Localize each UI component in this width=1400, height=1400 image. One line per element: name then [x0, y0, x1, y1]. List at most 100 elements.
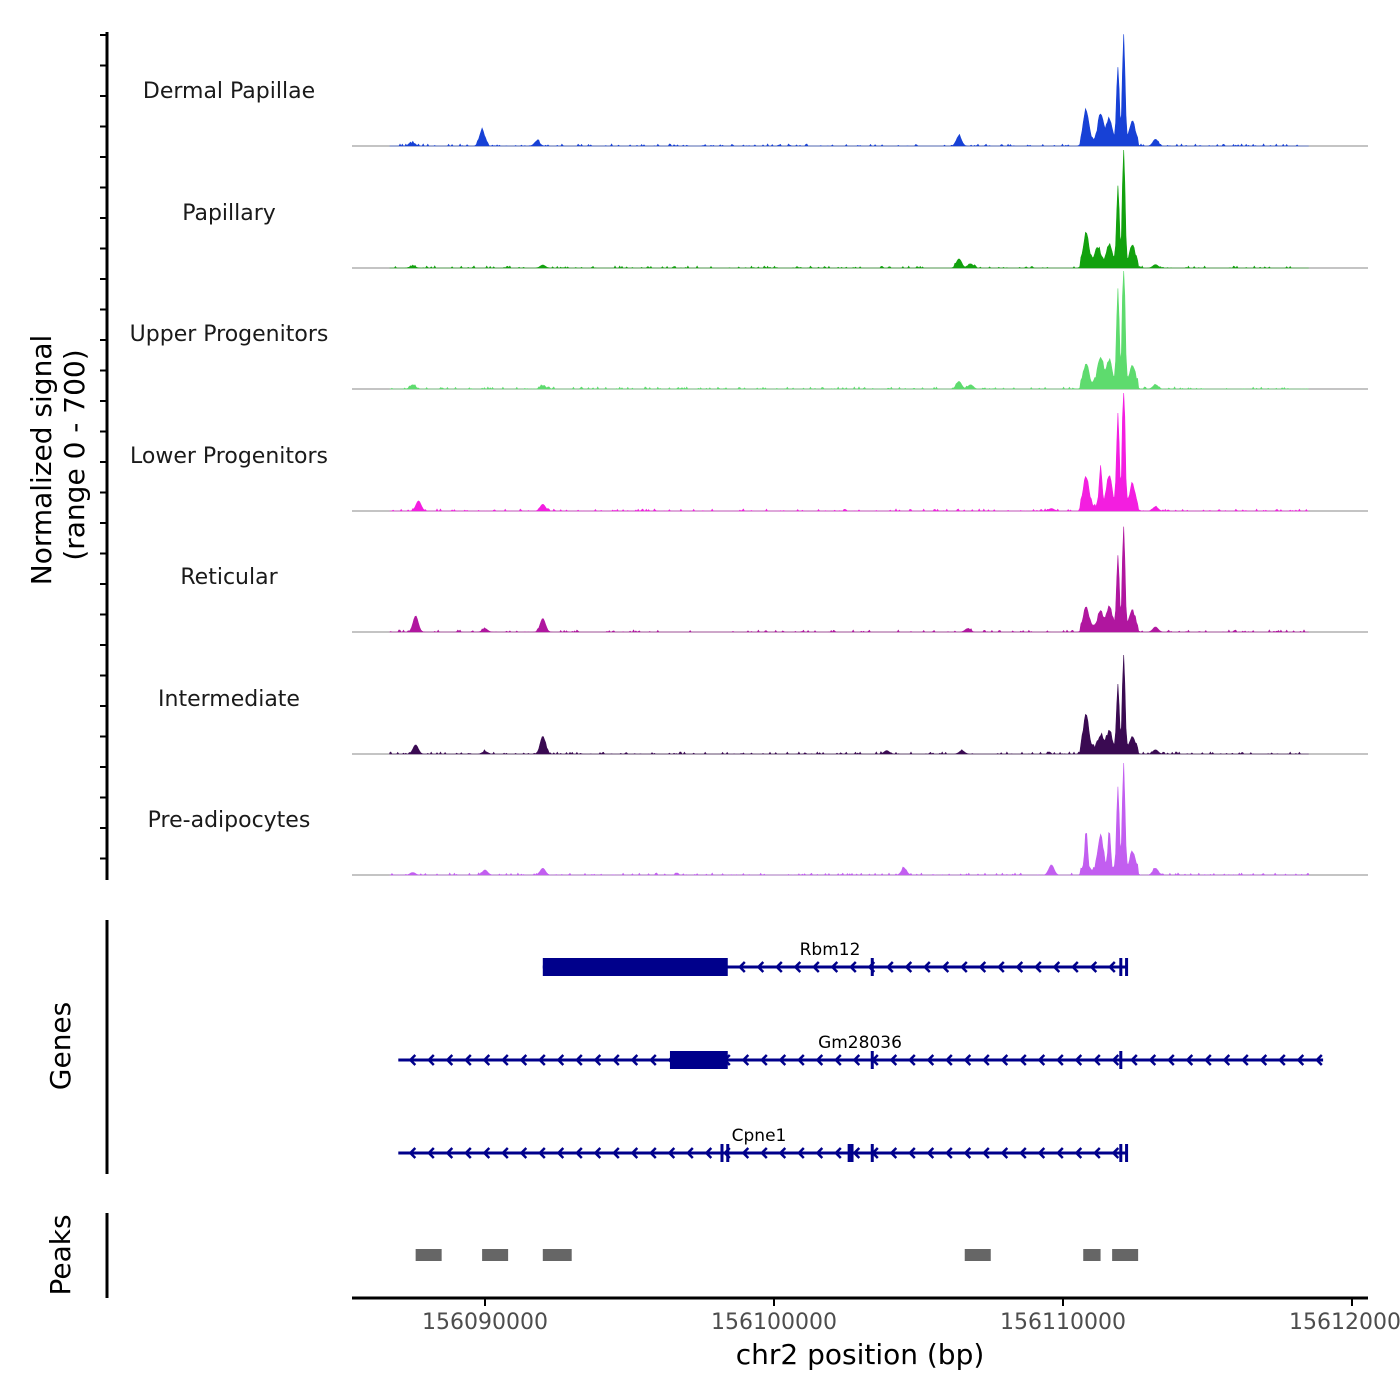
strand-arrow — [1037, 1054, 1046, 1066]
strand-arrow — [538, 1147, 546, 1159]
strand-arrow — [815, 1054, 824, 1066]
strand-arrow — [630, 1054, 639, 1066]
strand-arrow — [1241, 1054, 1249, 1066]
strand-arrow — [741, 1054, 750, 1066]
strand-arrow — [997, 961, 1005, 973]
coverage-signal — [389, 34, 1309, 147]
strand-arrow — [797, 1054, 805, 1066]
strand-arrow — [963, 1054, 972, 1066]
strand-arrow — [815, 1147, 824, 1159]
gene-annotation-track: Rbm12 Gm28036 Cpne1 — [398, 940, 1324, 1162]
exon-block — [542, 958, 728, 976]
strand-arrow — [556, 1147, 565, 1159]
strand-arrow — [945, 1147, 953, 1159]
strand-arrow — [667, 1147, 676, 1159]
strand-arrow — [1037, 1147, 1046, 1159]
strand-arrow — [908, 1054, 916, 1066]
strand-arrow — [775, 961, 783, 973]
left-axis-group — [100, 32, 109, 1298]
strand-arrow — [904, 961, 913, 973]
strand-arrow — [1056, 1054, 1064, 1066]
strand-arrow — [849, 961, 857, 973]
strand-arrow — [427, 1147, 435, 1159]
strand-arrow — [1148, 1054, 1157, 1066]
peaks-axis-title: Peaks — [44, 1214, 77, 1295]
strand-arrow — [556, 1054, 565, 1066]
strand-arrow — [1089, 961, 1098, 973]
strand-arrow — [1034, 961, 1042, 973]
strand-arrow — [1052, 961, 1061, 973]
strand-arrow — [482, 1147, 491, 1159]
strand-arrow — [960, 961, 968, 973]
peak-track — [415, 1249, 1139, 1261]
strand-arrow — [923, 961, 931, 973]
strand-arrow — [926, 1054, 935, 1066]
coverage-tracks: Dermal Papillae Papillary Upper Progenitor… — [130, 34, 1368, 876]
gene-label: Rbm12 — [800, 940, 861, 960]
strand-arrow — [519, 1054, 528, 1066]
strand-arrow — [982, 1054, 990, 1066]
strand-arrow — [738, 961, 746, 973]
track-label: Upper Progenitors — [130, 322, 329, 347]
strand-arrow — [1019, 1147, 1027, 1159]
strand-arrow — [408, 1147, 417, 1159]
gene-label: Cpne1 — [732, 1126, 787, 1146]
strand-arrow — [686, 1147, 694, 1159]
strand-arrow — [741, 1147, 750, 1159]
strand-arrow — [834, 1147, 842, 1159]
strand-arrow — [1093, 1147, 1101, 1159]
strand-arrow — [797, 1147, 805, 1159]
strand-arrow — [1278, 1054, 1286, 1066]
coverage-signal — [389, 270, 1309, 390]
strand-arrow — [889, 1147, 898, 1159]
strand-arrow — [649, 1147, 657, 1159]
strand-arrow — [630, 1147, 639, 1159]
strand-arrow — [1111, 1054, 1120, 1066]
strand-arrow — [649, 1054, 657, 1066]
strand-arrow — [1019, 1054, 1027, 1066]
x-axis-title: chr2 position (bp) — [736, 1338, 985, 1371]
track-label: Pre-adipocytes — [148, 808, 311, 833]
coverage-signal — [389, 149, 1309, 269]
strand-arrow — [908, 1147, 916, 1159]
strand-arrow — [963, 1147, 972, 1159]
y-axis-title-line1: Normalized signal — [25, 335, 58, 586]
coverage-signal — [389, 526, 1309, 633]
strand-arrow — [1315, 1054, 1323, 1066]
strand-arrow — [612, 1054, 620, 1066]
gene-label: Gm28036 — [818, 1033, 902, 1053]
strand-arrow — [1167, 1054, 1175, 1066]
strand-arrow — [793, 961, 802, 973]
strand-arrow — [704, 1147, 713, 1159]
strand-arrow — [482, 1054, 491, 1066]
strand-arrow — [760, 1147, 768, 1159]
peak-region — [482, 1249, 509, 1261]
track-label: Intermediate — [158, 687, 300, 712]
track-label: Reticular — [180, 565, 278, 590]
strand-arrow — [778, 1147, 787, 1159]
strand-arrow — [1296, 1054, 1305, 1066]
strand-arrow — [945, 1054, 953, 1066]
strand-arrow — [1185, 1054, 1194, 1066]
coverage-signal — [389, 392, 1309, 512]
track-label: Dermal Papillae — [143, 79, 315, 104]
strand-arrow — [756, 961, 765, 973]
strand-arrow — [834, 1054, 842, 1066]
strand-arrow — [593, 1147, 602, 1159]
strand-arrow — [1000, 1147, 1009, 1159]
strand-arrow — [464, 1054, 472, 1066]
peak-region — [415, 1249, 442, 1261]
peak-region — [964, 1249, 991, 1261]
strand-arrow — [427, 1054, 435, 1066]
strand-arrow — [575, 1147, 583, 1159]
strand-arrow — [1071, 961, 1079, 973]
strand-arrow — [612, 1147, 620, 1159]
strand-arrow — [941, 961, 950, 973]
strand-arrow — [926, 1147, 935, 1159]
strand-arrow — [1000, 1054, 1009, 1066]
strand-arrow — [812, 961, 820, 973]
strand-arrow — [538, 1054, 546, 1066]
strand-arrow — [575, 1054, 583, 1066]
